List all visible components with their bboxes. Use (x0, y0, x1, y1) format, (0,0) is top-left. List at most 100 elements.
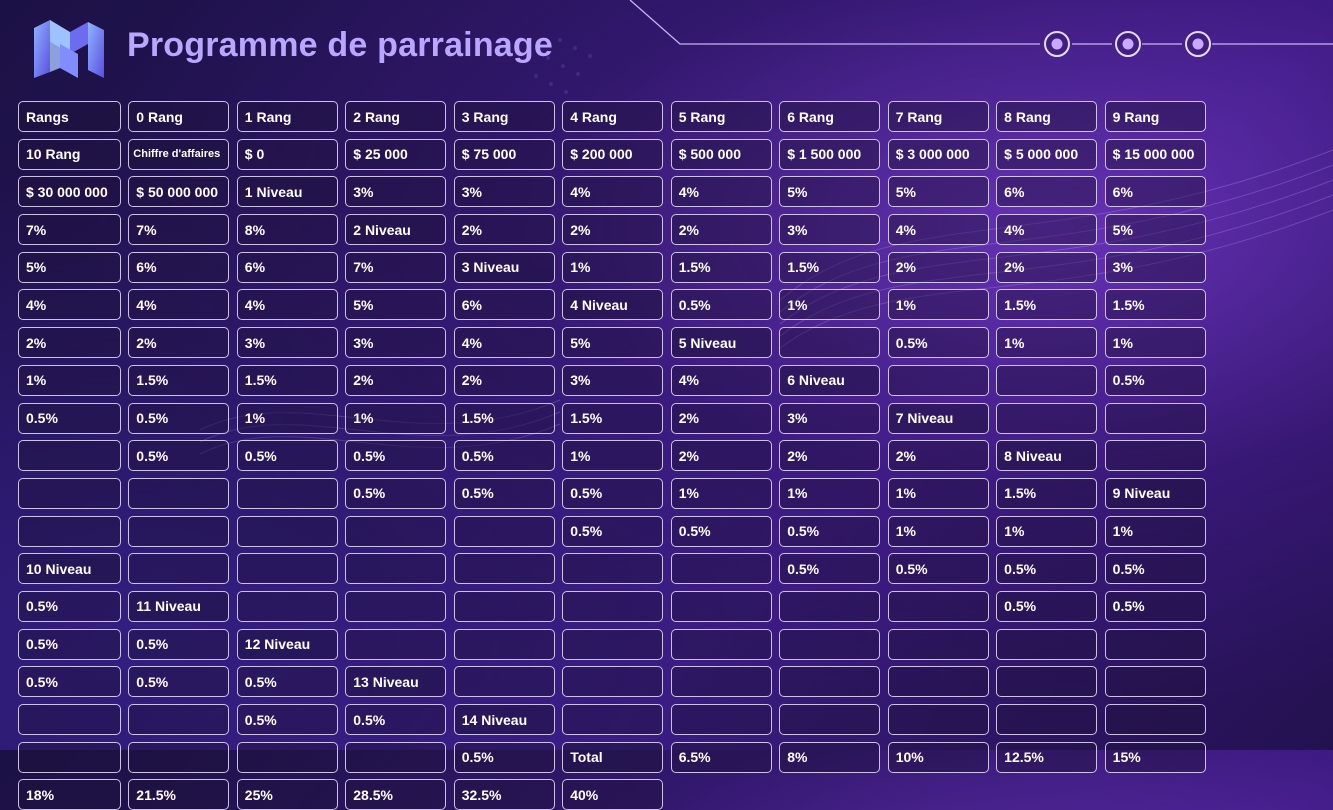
table-cell: 5% (779, 176, 881, 208)
table-cell: $ 15 000 000 (1104, 138, 1206, 170)
table-cell: 1% (345, 402, 447, 434)
table-cell: 0.5% (779, 515, 881, 547)
table-cell (887, 590, 989, 622)
table-cell: 1.5% (670, 251, 772, 283)
table-cell (18, 741, 121, 773)
table-cell: 3% (562, 364, 664, 396)
table-cell: 2% (670, 440, 772, 472)
table-cell: 12.5% (996, 741, 1098, 773)
table-cell: 0.5% (562, 477, 664, 509)
table-cell (1104, 704, 1206, 735)
table-cell: 0.5% (453, 741, 555, 773)
table-cell (1104, 440, 1206, 472)
table-cell: 1% (236, 402, 338, 434)
table-cell: 1% (779, 477, 881, 509)
table-cell: 0.5% (1104, 364, 1206, 396)
header-cell-rank-7: 7 Rang (887, 101, 989, 132)
table-cell: 3% (779, 214, 881, 246)
table-cell (128, 704, 230, 735)
table-cell: 4% (128, 289, 230, 321)
table-cell: 28.5% (345, 779, 447, 810)
table-cell: 3% (236, 327, 338, 359)
table-cell (779, 704, 881, 735)
table-cell (453, 515, 555, 547)
table-cell: 0.5% (453, 477, 555, 509)
table-cell (779, 666, 881, 698)
header: Programme de parrainage (0, 0, 1333, 100)
table-cell (887, 704, 989, 735)
table-cell: 1% (1104, 515, 1206, 547)
table-cell: 6% (236, 251, 338, 283)
table-cell: 2% (18, 327, 121, 359)
table-cell: 1.5% (779, 251, 881, 283)
table-cell (453, 590, 555, 622)
table-cell: $ 30 000 000 (18, 176, 121, 208)
table-cell (453, 628, 555, 660)
table-cell: 7% (18, 214, 121, 246)
header-cell-rank-8: 8 Rang (996, 101, 1098, 132)
table-cell: 0.5% (562, 515, 664, 547)
table-cell (453, 666, 555, 698)
table-cell: 0.5% (236, 666, 338, 698)
table-cell (779, 590, 881, 622)
table-cell: 0.5% (345, 477, 447, 509)
table-cell: 2% (562, 214, 664, 246)
table-cell: 7% (345, 251, 447, 283)
table-cell (453, 553, 555, 585)
table-cell: 18% (18, 779, 121, 810)
header-cell-rank-9: 9 Rang (1104, 101, 1206, 132)
header-decoration (629, 0, 1333, 57)
table-cell: 0.5% (453, 440, 555, 472)
table-cell: $ 5 000 000 (996, 138, 1098, 170)
row-label: Total (562, 741, 664, 773)
table-cell (562, 628, 664, 660)
table-cell (1104, 402, 1206, 434)
table-cell (670, 553, 772, 585)
table-cell: 1% (887, 515, 989, 547)
table-cell: 0.5% (236, 704, 338, 735)
table-cell (562, 590, 664, 622)
table-cell (887, 666, 989, 698)
table-cell (128, 477, 230, 509)
table-cell: 1.5% (453, 402, 555, 434)
header-cell-rank-2: 2 Rang (345, 101, 447, 132)
table-cell: 0.5% (996, 590, 1098, 622)
table-cell: $ 3 000 000 (887, 138, 989, 170)
table-cell: 2% (779, 440, 881, 472)
table-cell: 40% (562, 779, 664, 810)
table-cell (779, 327, 881, 359)
row-label: 11 Niveau (128, 590, 230, 622)
table-cell: 0.5% (1104, 590, 1206, 622)
table-cell: 0.5% (779, 553, 881, 585)
header-cell-rank-6: 6 Rang (779, 101, 881, 132)
table-cell: 0.5% (236, 440, 338, 472)
row-label: 12 Niveau (236, 628, 338, 660)
table-cell (128, 515, 230, 547)
table-cell: 3% (453, 176, 555, 208)
table-cell (236, 477, 338, 509)
table-cell: 2% (453, 364, 555, 396)
header-cell-rank-5: 5 Rang (670, 101, 772, 132)
table-cell (996, 628, 1098, 660)
table-cell (887, 364, 989, 396)
table-cell: 6% (453, 289, 555, 321)
table-cell: $ 50 000 000 (128, 176, 230, 208)
table-cell: 0.5% (996, 553, 1098, 585)
table-cell: 1% (562, 251, 664, 283)
table-cell: 5% (887, 176, 989, 208)
table-cell: 0.5% (1104, 553, 1206, 585)
table-cell: 0.5% (887, 553, 989, 585)
table-cell: 0.5% (670, 515, 772, 547)
row-label: 13 Niveau (345, 666, 447, 698)
table-cell: 0.5% (128, 440, 230, 472)
table-cell: 1% (1104, 327, 1206, 359)
table-cell: 21.5% (128, 779, 230, 810)
table-cell: 4% (562, 176, 664, 208)
table-cell: 7% (128, 214, 230, 246)
table-cell: 0.5% (887, 327, 989, 359)
table-cell: 4% (453, 327, 555, 359)
table-cell: 0.5% (128, 666, 230, 698)
table-cell: 0.5% (128, 628, 230, 660)
table-cell: 0.5% (18, 402, 121, 434)
table-cell: 1% (887, 477, 989, 509)
